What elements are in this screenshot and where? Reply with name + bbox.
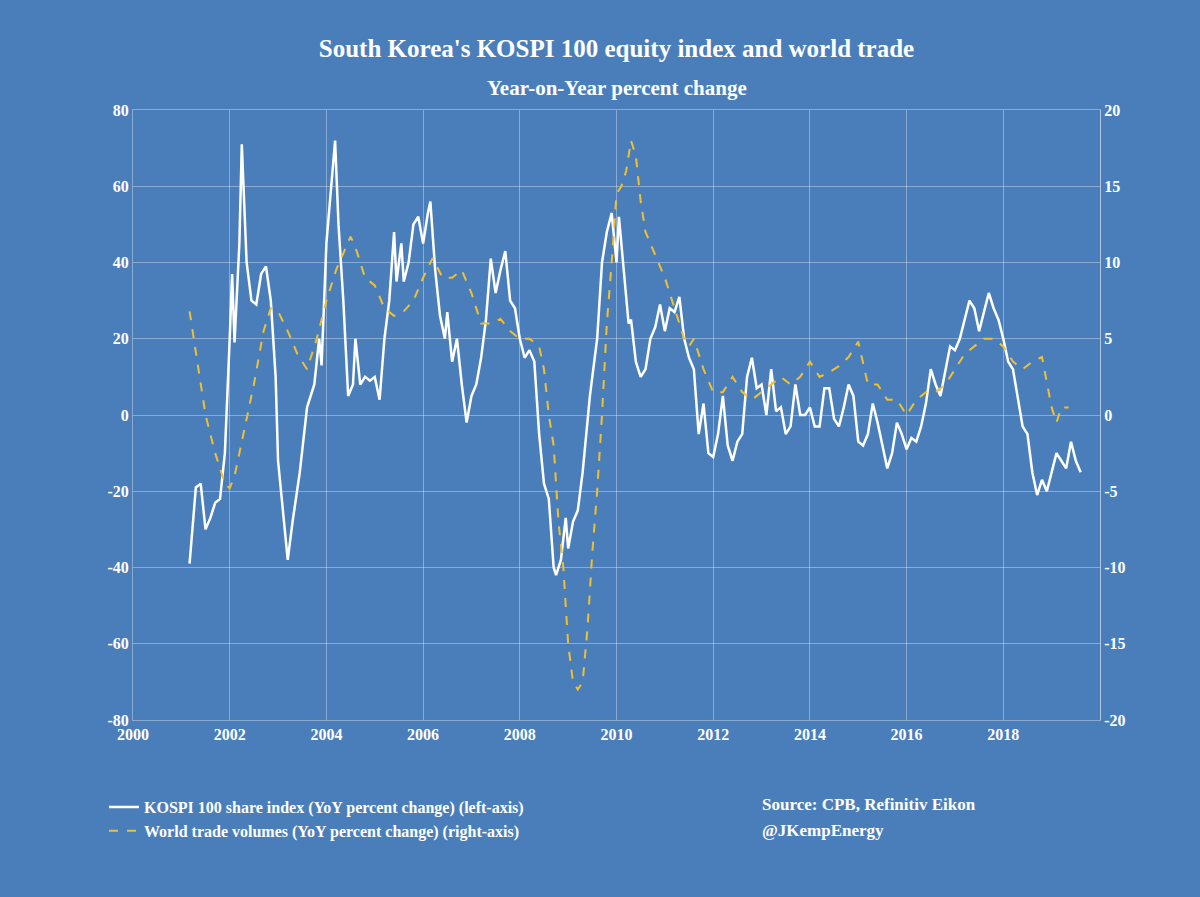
svg-text:0: 0: [1104, 407, 1112, 424]
svg-text:40: 40: [113, 254, 129, 271]
svg-text:2004: 2004: [310, 726, 342, 743]
svg-text:10: 10: [1104, 254, 1120, 271]
svg-text:South Korea's KOSPI 100 equity: South Korea's KOSPI 100 equity index and…: [319, 35, 914, 62]
svg-text:0: 0: [121, 407, 129, 424]
svg-text:-40: -40: [107, 559, 128, 576]
svg-text:5: 5: [1104, 330, 1112, 347]
svg-text:20: 20: [1104, 102, 1120, 119]
svg-text:-10: -10: [1104, 559, 1125, 576]
svg-text:2016: 2016: [891, 726, 923, 743]
svg-text:60: 60: [113, 178, 129, 195]
svg-text:80: 80: [113, 102, 129, 119]
svg-text:20: 20: [113, 330, 129, 347]
svg-text:Source: CPB, Refinitiv Eikon: Source: CPB, Refinitiv Eikon: [762, 795, 976, 814]
svg-text:2018: 2018: [987, 726, 1019, 743]
svg-text:2010: 2010: [601, 726, 633, 743]
svg-text:-15: -15: [1104, 635, 1125, 652]
svg-text:2008: 2008: [504, 726, 536, 743]
svg-text:15: 15: [1104, 178, 1120, 195]
svg-text:2014: 2014: [794, 726, 826, 743]
svg-text:-20: -20: [107, 483, 128, 500]
svg-text:2006: 2006: [407, 726, 439, 743]
svg-text:2002: 2002: [214, 726, 246, 743]
svg-text:World trade volumes (YoY perce: World trade volumes (YoY percent change)…: [144, 823, 519, 841]
svg-text:Year-on-Year percent change: Year-on-Year percent change: [487, 76, 747, 100]
svg-text:-80: -80: [107, 712, 128, 729]
svg-text:KOSPI 100 share index (YoY per: KOSPI 100 share index (YoY percent chang…: [144, 799, 524, 817]
svg-text:2012: 2012: [697, 726, 729, 743]
svg-text:-5: -5: [1104, 483, 1117, 500]
svg-text:-60: -60: [107, 635, 128, 652]
svg-text:@JKempEnergy: @JKempEnergy: [762, 821, 884, 840]
svg-text:-20: -20: [1104, 712, 1125, 729]
svg-text:2000: 2000: [117, 726, 149, 743]
